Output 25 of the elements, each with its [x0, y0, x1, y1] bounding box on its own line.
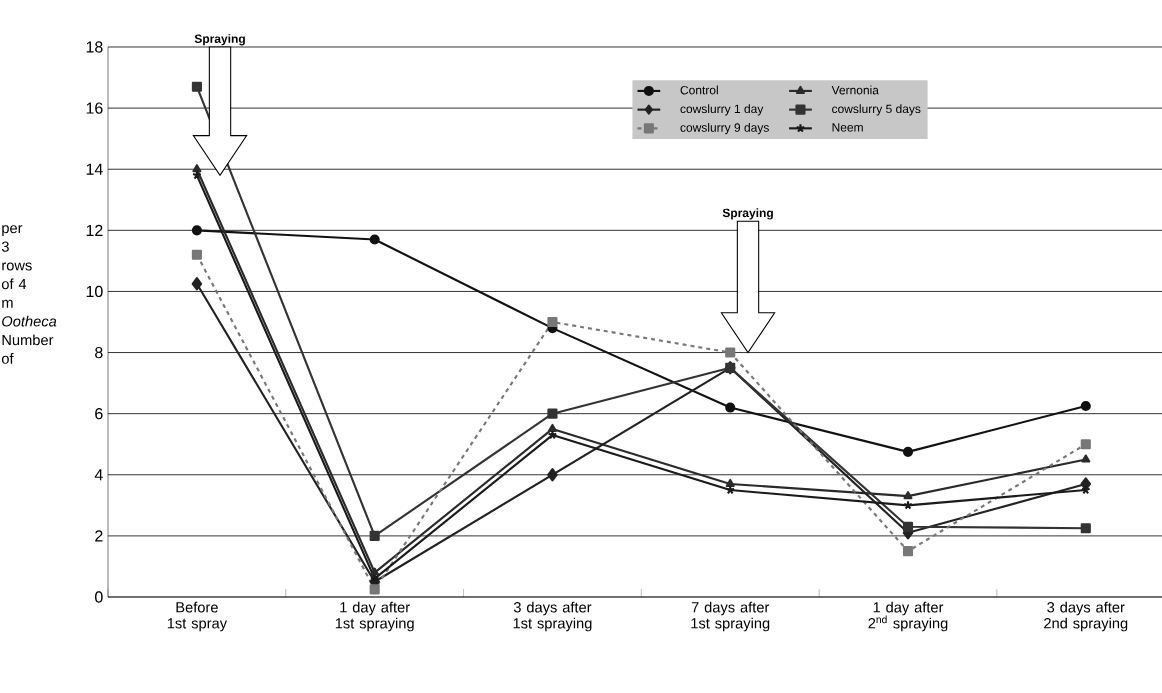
y-axis-title: per 3 rows of 4 m Ootheca Number of: [1, 225, 57, 364]
legend-label: Control: [680, 85, 718, 95]
annotation: Spraying: [722, 208, 773, 220]
x-tick-label: Before 1st spray: [167, 601, 228, 632]
x-tick-label: 1 day after 2$^{nd}$ spraying: [868, 601, 948, 632]
y-tick-label: 14: [86, 163, 103, 175]
y-tick-label: 8: [95, 346, 103, 359]
legend-label: cowslurry 5 days: [832, 104, 921, 116]
text: Spraying: [194, 34, 245, 46]
legend-label: cowslurry 1 day: [680, 104, 764, 116]
y-tick-label: 4: [94, 469, 103, 481]
y-tick-label: 18: [86, 41, 103, 53]
x-tick-label: 3 days after 2nd spraying: [1044, 601, 1128, 632]
y-tick-label: 16: [86, 102, 103, 114]
y-tick-label: 0: [95, 591, 103, 603]
legend-label: Vernonia: [831, 85, 879, 95]
legend-label: cowslurry 9 days: [680, 122, 769, 135]
y-tick-label: 2: [95, 530, 103, 542]
x-tick-label: 7 days after 1st spraying: [691, 601, 770, 632]
x-tick-label: 3 days after 1st spraying: [513, 601, 592, 632]
y-tick-label: 10: [86, 285, 103, 298]
x-tick-label: 1 day after 1st spraying: [335, 601, 414, 632]
y-tick-label: 12: [86, 224, 103, 236]
legend-label: Neem: [832, 123, 863, 132]
y-tick-label: 6: [95, 408, 103, 420]
